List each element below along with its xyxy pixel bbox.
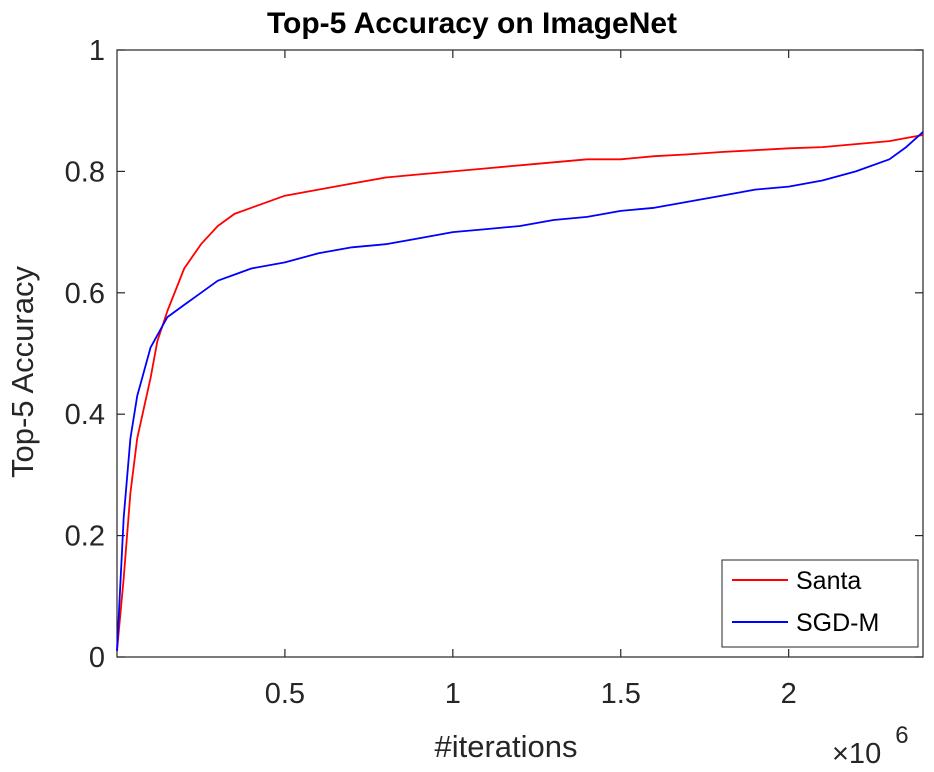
x-tick-label: 0.5 [265,678,305,710]
x-tick-label: 2 [781,678,797,710]
x-tick-label: 1 [445,678,461,710]
y-tick-label: 0 [89,642,105,674]
x-axis-multiplier-exponent: 6 [895,722,908,749]
x-axis-label: #iterations [434,729,577,764]
x-axis: 0.5 1 1.5 2 [265,50,797,710]
y-axis: 0 0.2 0.4 0.6 0.8 1 [65,35,923,674]
x-axis-multiplier: ×10 6 [832,722,909,770]
chart-title: Top-5 Accuracy on ImageNet [267,7,677,40]
plot-area [116,49,924,658]
legend-label-sgd-m: SGD-M [796,609,879,637]
series-line-sgd-m [116,131,924,651]
y-tick-label: 0.6 [65,278,105,310]
y-tick-label: 0.2 [65,521,105,553]
legend-label-santa: Santa [796,567,861,595]
y-axis-label: Top-5 Accuracy [5,266,40,478]
y-tick-label: 1 [89,35,105,67]
series-line-santa [116,134,924,651]
series-layer [116,131,924,651]
legend: Santa SGD-M [721,559,919,648]
x-tick-label: 1.5 [601,678,641,710]
y-tick-label: 0.8 [65,156,105,188]
y-tick-label: 0.4 [65,399,105,431]
legend-box [721,559,919,648]
x-axis-multiplier-prefix: ×10 [832,738,881,770]
